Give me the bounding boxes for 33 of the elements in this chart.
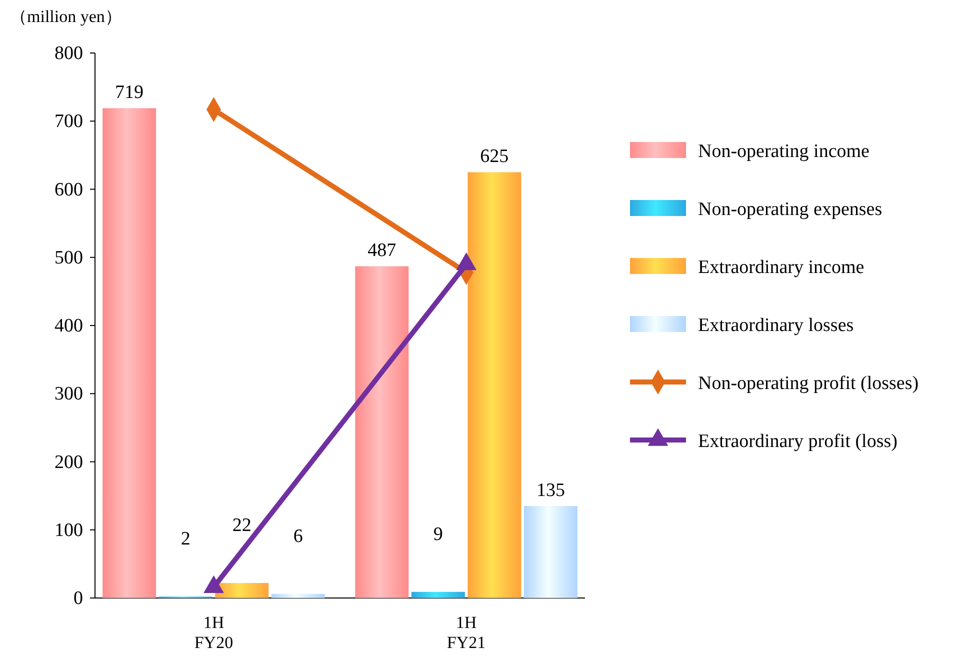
y-tick-label: 500 — [54, 247, 83, 268]
data-label: 487 — [368, 240, 396, 262]
data-label: 625 — [480, 146, 509, 168]
x-tick-label: 1H FY21 — [446, 613, 486, 652]
y-tick-label: 400 — [54, 316, 83, 337]
data-label: 719 — [115, 82, 144, 104]
legend-label: Non-operating expenses — [698, 199, 882, 220]
bar — [468, 172, 522, 598]
legend-label: Extraordinary income — [698, 257, 864, 278]
data-label: 9 — [433, 524, 443, 545]
legend-label: Non-operating income — [698, 141, 870, 162]
data-label: 2 — [180, 528, 190, 550]
bar — [355, 266, 409, 598]
legend-label: Non-operating profit (losses) — [698, 373, 919, 394]
y-axis-title: （million yen） — [10, 7, 122, 26]
y-tick-label: 200 — [54, 452, 83, 473]
y-tick-label: 300 — [54, 384, 83, 405]
y-tick-label: 800 — [54, 43, 83, 64]
data-label: 22 — [232, 515, 252, 536]
bar — [411, 592, 465, 598]
y-tick-label: 600 — [54, 179, 83, 200]
legend-label: Extraordinary losses — [698, 315, 854, 336]
y-tick-label: 100 — [54, 520, 83, 541]
data-label: 6 — [293, 526, 303, 547]
bar — [102, 108, 156, 598]
legend-label: Extraordinary profit (loss) — [698, 431, 898, 452]
y-tick-label: 0 — [74, 588, 83, 610]
y-tick-label: 700 — [54, 111, 83, 132]
data-label: 135 — [536, 480, 565, 502]
bar — [524, 506, 578, 598]
x-tick-label: 1H FY20 — [194, 613, 234, 652]
bar — [271, 594, 325, 598]
bar — [215, 583, 269, 598]
